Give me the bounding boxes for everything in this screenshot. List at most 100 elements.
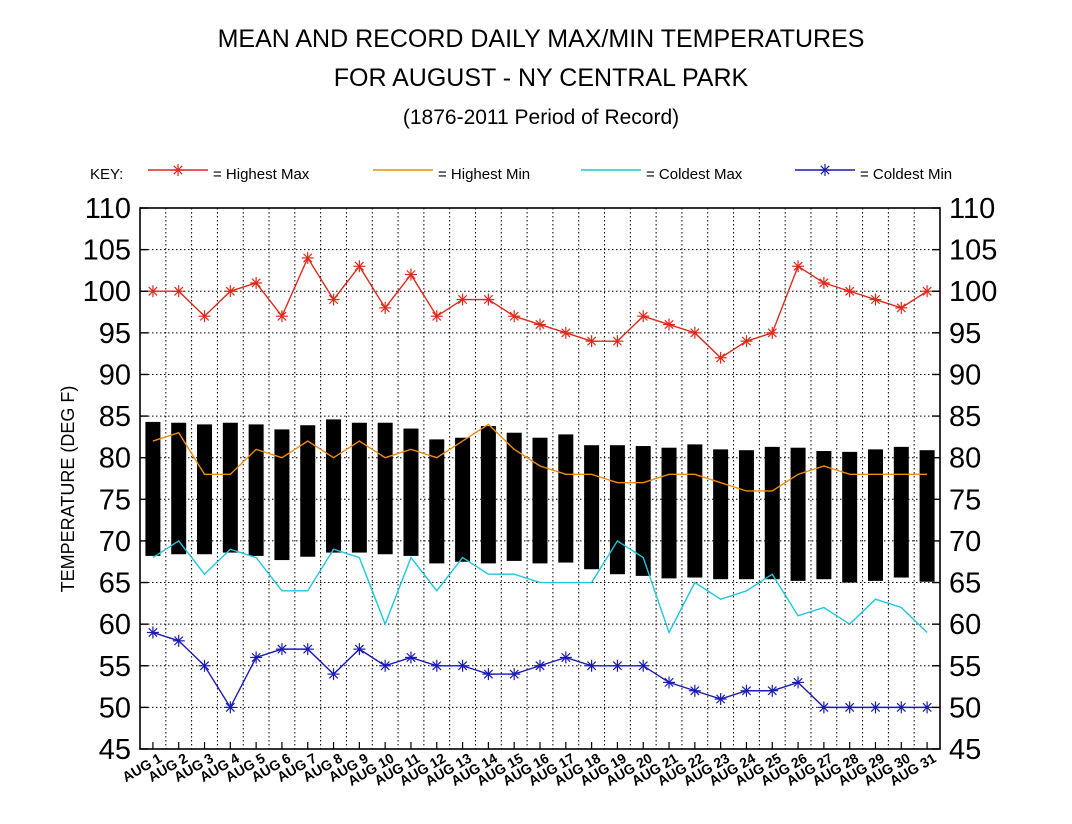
mean-range-bar (429, 439, 445, 564)
y-tick-label-left: 60 (99, 609, 131, 641)
coldest-min-point (843, 701, 856, 714)
coldest-min-point (430, 659, 443, 672)
y-tick-label-right: 100 (949, 276, 997, 308)
y-tick-label-left: 105 (83, 235, 131, 267)
highest-max-point (714, 351, 727, 364)
mean-range-bar (197, 424, 213, 555)
highest-max-point (250, 276, 263, 289)
coldest-min-point (404, 651, 417, 664)
y-tick-label-left: 100 (83, 276, 131, 308)
highest-max-point (275, 310, 288, 323)
mean-range-bar (661, 447, 677, 579)
mean-range-bar (532, 437, 548, 564)
y-tick-label-right: 90 (949, 359, 981, 391)
y-tick-label-right: 75 (949, 484, 981, 516)
y-tick-label-left: 55 (99, 651, 131, 683)
y-tick-label-left: 75 (99, 484, 131, 516)
legend-marker (172, 164, 184, 176)
coldest-min-point (611, 659, 624, 672)
coldest-min-point (353, 643, 366, 656)
chart-title: MEAN AND RECORD DAILY MAX/MIN TEMPERATUR… (218, 25, 865, 53)
mean-range-bar (274, 429, 290, 561)
coldest-min-point (869, 701, 882, 714)
coldest-min-point (688, 684, 701, 697)
highest-max-point (611, 335, 624, 348)
y-tick-label-right: 60 (949, 609, 981, 641)
y-tick-label-right: 85 (949, 401, 981, 433)
coldest-min-point (792, 676, 805, 689)
coldest-min-point (146, 626, 159, 639)
mean-range-bar (609, 445, 625, 575)
chart-period: (1876-2011 Period of Record) (403, 106, 679, 129)
mean-range-bars (145, 419, 935, 583)
coldest-min-point (766, 684, 779, 697)
coldest-min-point (508, 668, 521, 681)
mean-range-bar (171, 422, 187, 555)
highest-max-point (508, 310, 521, 323)
highest-max-point (688, 326, 701, 339)
mean-range-bar (377, 422, 393, 555)
mean-range-bar (867, 449, 883, 581)
coldest-min-point (637, 659, 650, 672)
highest-max-point (740, 335, 753, 348)
mean-range-bar (480, 426, 496, 564)
highest-max-point (301, 251, 314, 264)
highest-max-point (224, 285, 237, 298)
highest-max-point (198, 310, 211, 323)
y-tick-label-right: 95 (949, 318, 981, 350)
legend-label: = Highest Min (438, 166, 530, 183)
highest-max-point (379, 301, 392, 314)
y-tick-label-left: 50 (99, 692, 131, 724)
highest-max-point (146, 285, 159, 298)
y-tick-label-right: 65 (949, 568, 981, 600)
highest-max-point (430, 310, 443, 323)
mean-range-bar (713, 449, 729, 580)
coldest-min-point (301, 643, 314, 656)
highest-max-point (869, 293, 882, 306)
mean-range-bar (145, 421, 161, 556)
coldest-min-point (172, 634, 185, 647)
mean-range-bar (790, 447, 806, 581)
highest-max-point (456, 293, 469, 306)
highest-max-point (404, 268, 417, 281)
mean-range-bar (738, 450, 754, 580)
y-axis-label: TEMPERATURE (DEG F) (58, 386, 78, 593)
coldest-min-point (198, 659, 211, 672)
highest-max-point (792, 260, 805, 273)
coldest-min-point (482, 668, 495, 681)
y-tick-label-left: 65 (99, 568, 131, 600)
y-tick-label-left: 70 (99, 526, 131, 558)
coldest-min-point (585, 659, 598, 672)
y-tick-label-right: 110 (949, 193, 995, 225)
mean-range-bar (326, 419, 342, 553)
mean-range-bar (816, 451, 832, 580)
highest-max-point (663, 318, 676, 331)
highest-max-point (895, 301, 908, 314)
mean-range-bar (300, 425, 316, 557)
y-tick-label-right: 70 (949, 526, 981, 558)
highest-max-point (327, 293, 340, 306)
chart-subtitle: FOR AUGUST - NY CENTRAL PARK (334, 64, 749, 92)
mean-range-bar (455, 437, 471, 562)
coldest-min-point (224, 701, 237, 714)
coldest-min-point (817, 701, 830, 714)
highest-max-point (921, 285, 934, 298)
highest-min-line (152, 423, 928, 492)
mean-range-bar (248, 424, 264, 556)
highest-max-point (559, 326, 572, 339)
mean-range-bar (584, 445, 600, 570)
coldest-min-point (895, 701, 908, 714)
highest-max-point (766, 326, 779, 339)
y-tick-label-left: 90 (99, 359, 131, 391)
coldest-min-point (327, 668, 340, 681)
legend-key-label: KEY: (90, 166, 123, 183)
mean-range-bar (893, 446, 909, 578)
highest-max-point (585, 335, 598, 348)
y-tick-label-left: 95 (99, 318, 131, 350)
mean-range-bar (919, 450, 935, 582)
coldest-max-line (152, 539, 928, 635)
coldest-min-point (714, 693, 727, 706)
mean-range-bar (558, 434, 574, 563)
mean-range-bar (687, 444, 703, 578)
y-tick-label-left: 45 (99, 734, 131, 766)
